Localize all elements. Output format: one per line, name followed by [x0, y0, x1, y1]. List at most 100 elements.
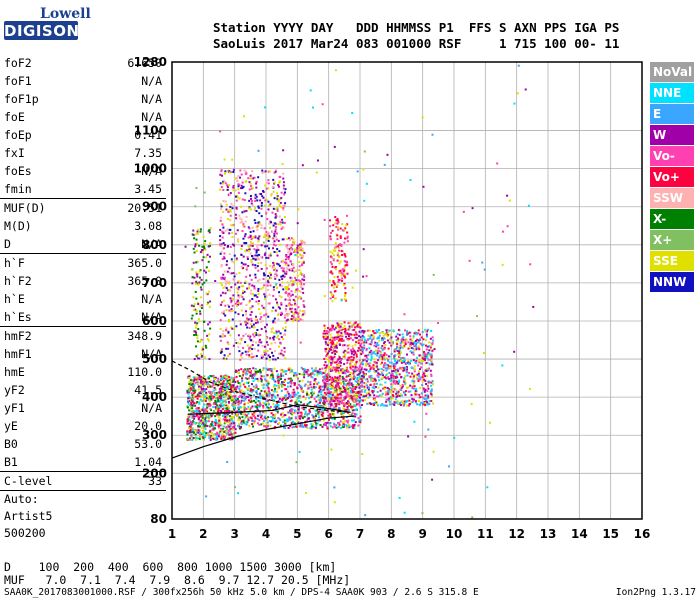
- echo-point: [264, 263, 267, 266]
- echo-point: [248, 387, 251, 390]
- echo-point: [360, 393, 363, 396]
- echo-point: [232, 170, 235, 173]
- echo-point: [404, 329, 407, 332]
- echo-point: [292, 266, 295, 269]
- echo-point: [274, 226, 277, 229]
- echo-point: [318, 413, 321, 416]
- echo-point: [246, 317, 249, 320]
- echo-point: [192, 296, 195, 299]
- echo-point: [257, 334, 260, 337]
- echo-point: [232, 401, 235, 404]
- echo-point: [414, 345, 417, 348]
- echo-point: [217, 378, 220, 381]
- echo-point: [221, 301, 224, 304]
- echo-point: [194, 326, 197, 329]
- echo-point: [330, 361, 333, 364]
- echo-point: [304, 383, 307, 386]
- echo-point: [297, 296, 300, 299]
- echo-point: [412, 382, 415, 385]
- echo-point: [244, 233, 247, 236]
- echo-point: [377, 347, 380, 350]
- echo-point: [381, 339, 384, 342]
- echo-point: [283, 388, 286, 391]
- echo-point: [193, 415, 196, 418]
- echo-point: [282, 172, 285, 175]
- echo-point: [188, 400, 191, 403]
- echo-point: [322, 332, 325, 335]
- echo-point: [273, 182, 276, 185]
- echo-point: [339, 392, 342, 395]
- echo-point: [413, 341, 416, 344]
- echo-point: [262, 196, 265, 199]
- echo-point: [247, 377, 250, 380]
- echo-point: [248, 284, 251, 287]
- echo-point: [270, 194, 273, 197]
- echo-point: [287, 392, 290, 395]
- echo-point: [297, 315, 300, 318]
- echo-point: [267, 406, 270, 409]
- echo-point: [204, 411, 207, 414]
- echo-point: [339, 236, 342, 239]
- echo-point: [294, 276, 297, 279]
- echo-point: [240, 421, 243, 424]
- echo-point: [286, 262, 289, 265]
- echo-point: [234, 381, 237, 384]
- echo-point: [259, 318, 262, 321]
- echo-point: [231, 318, 234, 321]
- echo-point: [206, 405, 209, 408]
- echo-point: [392, 330, 395, 333]
- echo-point: [398, 379, 401, 382]
- echo-point: [245, 373, 248, 376]
- echo-point: [195, 324, 198, 327]
- echo-point: [286, 267, 289, 270]
- echo-point: [219, 383, 222, 386]
- echo-point: [198, 401, 201, 404]
- echo-point: [248, 349, 251, 352]
- echo-point: [187, 420, 190, 423]
- param-row: foEs N/A: [0, 162, 166, 180]
- echo-point: [424, 359, 427, 362]
- echo-point: [362, 374, 365, 377]
- echo-point: [280, 260, 283, 263]
- echo-point: [277, 199, 280, 202]
- echo-point: [205, 413, 208, 416]
- echo-point: [354, 326, 357, 329]
- echo-point: [336, 384, 339, 387]
- echo-point: [250, 406, 253, 409]
- echo-point: [405, 401, 408, 404]
- echo-point: [268, 234, 271, 237]
- echo-point: [260, 215, 263, 218]
- echo-point: [309, 401, 312, 404]
- echo-point: [224, 229, 227, 232]
- echo-point: [225, 309, 228, 312]
- echo-point: [227, 429, 230, 432]
- echo-point: [424, 330, 427, 333]
- echo-point: [422, 358, 425, 361]
- echo-point: [331, 272, 334, 275]
- echo-point: [417, 370, 420, 373]
- echo-point: [398, 348, 401, 351]
- echo-point: [340, 331, 343, 334]
- echo-point: [249, 345, 252, 348]
- echo-point: [392, 370, 395, 373]
- echo-point: [272, 403, 275, 406]
- echo-point: [282, 369, 285, 372]
- echo-point: [236, 196, 239, 199]
- echo-point: [350, 407, 353, 410]
- echo-point: [263, 415, 266, 418]
- echo-point: [323, 378, 326, 381]
- echo-point: [289, 385, 292, 388]
- echo-point: [253, 208, 256, 211]
- echo-point: [208, 436, 211, 439]
- echo-point: [210, 431, 213, 434]
- echo-point: [404, 375, 407, 378]
- echo-point: [362, 376, 365, 379]
- echo-point: [361, 363, 364, 366]
- echo-point: [300, 411, 303, 414]
- echo-point: [384, 386, 387, 389]
- echo-point: [248, 188, 251, 191]
- echo-point: [281, 370, 284, 373]
- echo-point: [252, 367, 255, 370]
- echo-point: [277, 387, 280, 390]
- echo-point: [410, 351, 413, 354]
